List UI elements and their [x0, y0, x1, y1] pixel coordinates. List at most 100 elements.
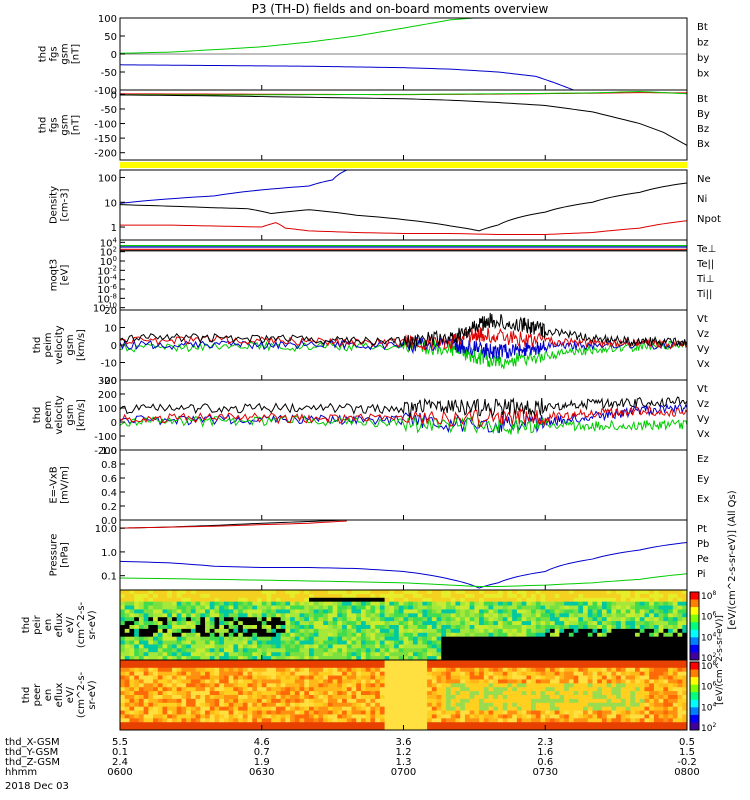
heatmap-cell — [460, 710, 466, 715]
heatmap-cell — [573, 702, 579, 708]
heatmap-cell — [257, 636, 263, 642]
heatmap-cell — [620, 632, 627, 638]
heatmap-cell — [417, 632, 423, 638]
heatmap-cell — [507, 597, 513, 603]
heatmap-cell — [625, 675, 631, 680]
heatmap-cell — [228, 597, 234, 603]
heatmap-cell — [639, 679, 645, 684]
heatmap-cell — [446, 726, 452, 730]
heatmap-cell — [427, 722, 433, 727]
heatmap-cell — [337, 722, 343, 727]
heatmap-cell — [257, 675, 263, 680]
heatmap-cell — [540, 636, 546, 642]
heatmap-cell — [214, 675, 220, 680]
y-axis-label: eflux — [54, 683, 65, 708]
heatmap-cell — [318, 640, 324, 645]
heatmap-cell — [138, 718, 145, 723]
heatmap-cell — [370, 613, 376, 618]
heatmap-cell — [620, 698, 627, 704]
heatmap-cell — [332, 628, 338, 634]
heatmap-cell — [587, 644, 593, 649]
series-line-Vy — [120, 415, 687, 435]
heatmap-cell — [190, 656, 197, 660]
heatmap-cell — [412, 679, 419, 684]
heatmap-cell — [261, 695, 267, 700]
heatmap-cell — [195, 710, 201, 715]
heatmap-cell — [479, 625, 485, 630]
heatmap-cell — [441, 656, 447, 660]
heatmap-cell — [261, 660, 267, 665]
heatmap-cell — [412, 636, 419, 642]
heatmap-cell — [205, 722, 211, 727]
heatmap-cell — [644, 702, 650, 708]
heatmap-cell — [535, 702, 542, 708]
heatmap-cell — [521, 640, 527, 645]
heatmap-cell — [148, 593, 154, 599]
heatmap-cell — [554, 710, 560, 715]
heatmap-cell — [606, 609, 612, 614]
heatmap-cell — [559, 691, 565, 696]
heatmap-cell — [327, 644, 334, 649]
heatmap-cell — [436, 636, 442, 642]
heatmap-cell — [616, 702, 622, 708]
heatmap-cell — [285, 691, 291, 696]
heatmap-cell — [436, 621, 442, 626]
heatmap-cell — [554, 679, 560, 684]
heatmap-cell — [309, 593, 315, 599]
heatmap-cell — [205, 652, 211, 657]
heatmap-cell — [488, 652, 494, 657]
heatmap-cell — [668, 628, 674, 634]
heatmap-cell — [611, 722, 617, 727]
heatmap-cell — [507, 660, 513, 665]
heatmap-cell — [290, 601, 296, 607]
heatmap-cell — [592, 683, 598, 688]
heatmap-cell — [625, 613, 631, 618]
heatmap-cell — [356, 695, 362, 700]
heatmap-cell — [672, 695, 679, 700]
heatmap-cell — [663, 652, 669, 657]
heatmap-cell — [280, 636, 286, 642]
heatmap-cell — [412, 671, 419, 677]
heatmap-cell — [327, 628, 334, 634]
heatmap-cell — [342, 636, 348, 642]
heatmap-cell — [181, 691, 187, 696]
heatmap-cell — [120, 718, 126, 723]
heatmap-cell — [124, 628, 130, 634]
heatmap-cell — [677, 722, 683, 727]
heatmap-cell — [531, 656, 537, 660]
heatmap-cell — [134, 636, 140, 642]
heatmap-cell — [526, 621, 532, 626]
heatmap-cell — [639, 601, 645, 607]
heatmap-cell — [431, 671, 438, 677]
heatmap-cell — [143, 714, 149, 719]
heatmap-cell — [332, 714, 338, 719]
heatmap-cell — [672, 609, 679, 614]
heatmap-cell — [663, 698, 669, 704]
heatmap-cell — [455, 640, 461, 645]
heatmap-cell — [526, 593, 532, 599]
heatmap-cell — [375, 706, 381, 712]
heatmap-cell — [644, 640, 650, 645]
heatmap-cell — [431, 726, 438, 730]
heatmap-cell — [668, 687, 674, 692]
legend-Bz: Bz — [697, 124, 709, 135]
heatmap-cell — [124, 617, 130, 622]
heatmap-cell — [365, 683, 371, 688]
heatmap-cell — [653, 621, 660, 626]
heatmap-cell — [488, 632, 494, 638]
heatmap-cell — [526, 605, 532, 610]
heatmap-cell — [606, 590, 612, 595]
heatmap-cell — [644, 679, 650, 684]
heatmap-cell — [360, 597, 367, 603]
heatmap-cell — [469, 652, 475, 657]
heatmap-cell — [271, 702, 277, 708]
heatmap-cell — [200, 636, 206, 642]
heatmap-cell — [521, 663, 527, 669]
heatmap-cell — [275, 597, 282, 603]
heatmap-cell — [327, 660, 334, 665]
heatmap-cell — [493, 667, 499, 673]
heatmap-cell — [233, 726, 239, 730]
heatmap-cell — [342, 663, 348, 669]
heatmap-cell — [266, 714, 272, 719]
heatmap-cell — [668, 702, 674, 708]
